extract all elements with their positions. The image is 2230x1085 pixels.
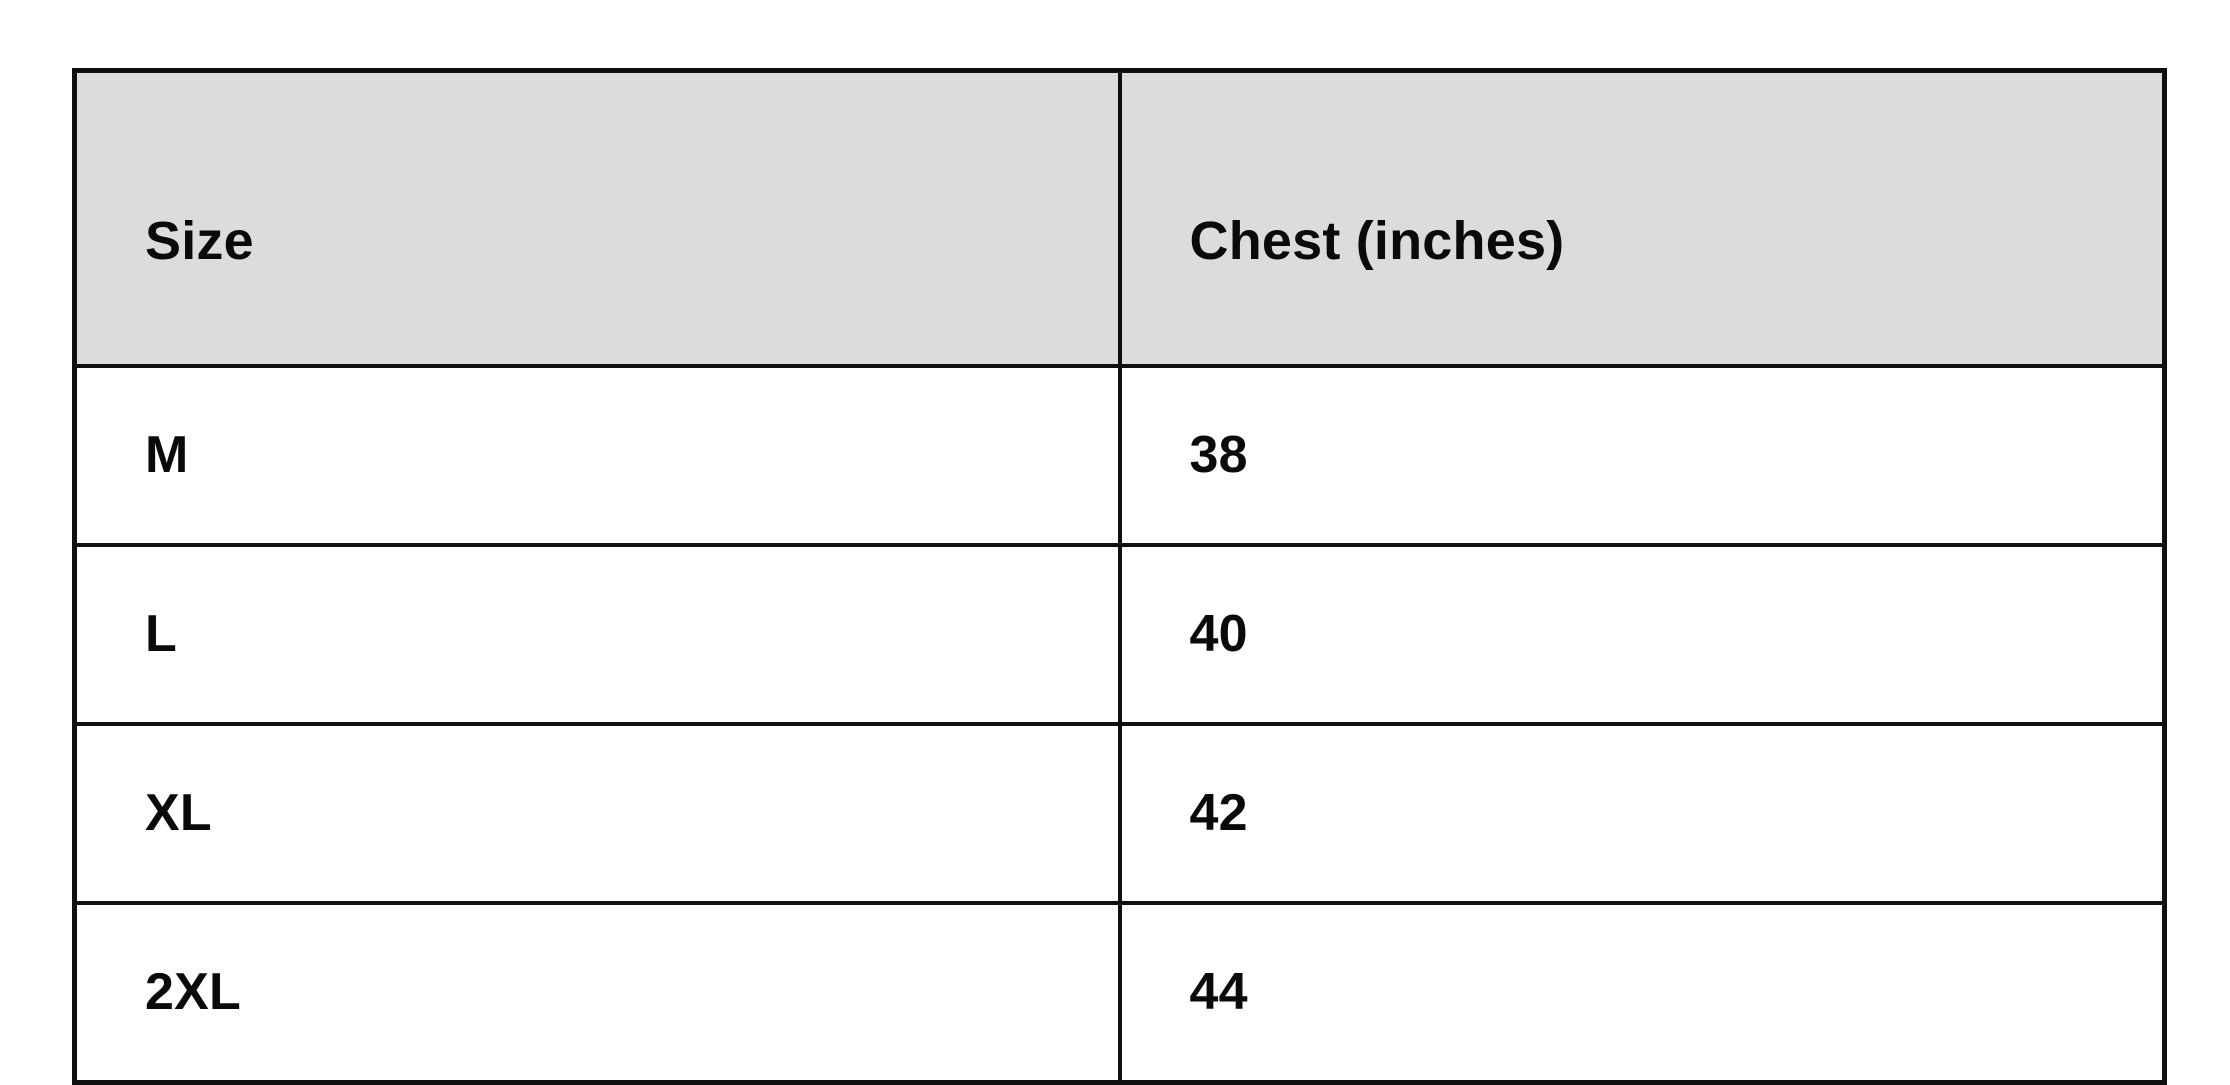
column-header-size: Size [72,68,1122,368]
cell-size: 2XL [72,901,1122,1085]
cell-chest: 38 [1117,364,2167,547]
cell-chest-value: 42 [1189,783,1248,842]
cell-size: L [72,543,1122,726]
cell-size: M [72,364,1122,547]
column-header-chest-label: Chest (inches) [1189,210,1565,271]
cell-size-value: L [145,604,177,663]
table-row: M 38 [72,364,2167,547]
column-header-chest: Chest (inches) [1117,68,2167,368]
table-body: M 38 L 40 XL [72,364,2167,1085]
cell-chest: 42 [1117,722,2167,905]
cell-size: XL [72,722,1122,905]
cell-chest-value: 44 [1189,962,1248,1021]
table-header: Size Chest (inches) [72,68,2167,368]
table-header-row: Size Chest (inches) [72,68,2167,368]
cell-size-value: M [145,425,189,484]
cell-size-value: XL [145,783,212,842]
cell-chest-value: 40 [1189,604,1248,663]
cell-chest-value: 38 [1189,425,1248,484]
cell-chest: 44 [1117,901,2167,1085]
cell-size-value: 2XL [145,962,241,1021]
size-chart-container: Size Chest (inches) M 38 [72,68,2167,1085]
table-row: XL 42 [72,722,2167,905]
table-row: 2XL 44 [72,901,2167,1085]
size-chart-table: Size Chest (inches) M 38 [72,68,2167,1085]
cell-chest: 40 [1117,543,2167,726]
table-row: L 40 [72,543,2167,726]
column-header-size-label: Size [145,210,254,271]
